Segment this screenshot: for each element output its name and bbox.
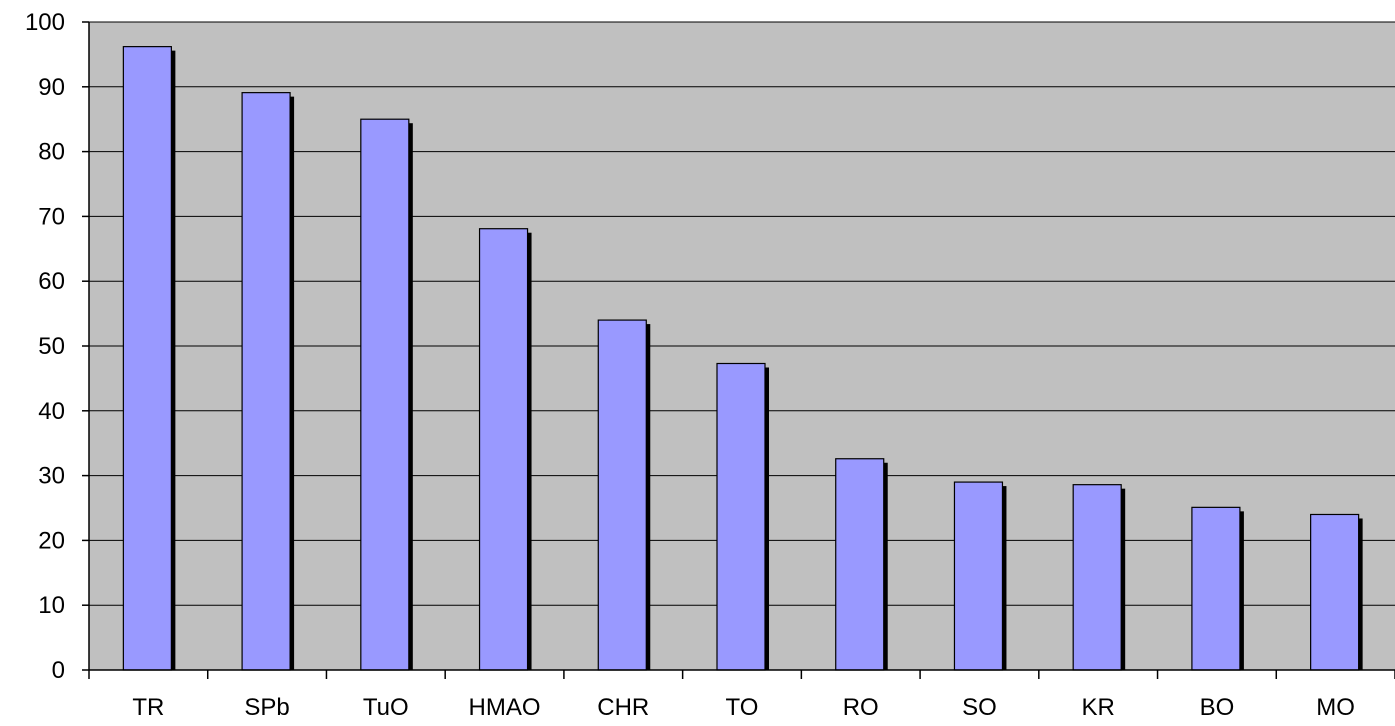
bar-chr [597, 319, 647, 671]
bars [122, 46, 1363, 671]
bar-tr [122, 46, 172, 671]
x-tick-label: BO [1200, 694, 1235, 721]
y-tick-label: 50 [38, 333, 65, 360]
y-tick-label: 100 [25, 9, 65, 36]
bar-ro [835, 458, 885, 671]
x-tick-label: SPb [244, 694, 289, 721]
x-tick-label: MO [1316, 694, 1355, 721]
y-tick-label: 10 [38, 592, 65, 619]
axes [82, 21, 1395, 679]
y-axis-tick-labels: 0 10 20 30 40 50 60 70 80 90 100 [25, 9, 65, 684]
x-tick-label: TO [726, 694, 759, 721]
y-tick-label: 90 [38, 74, 65, 101]
bar-kr [1072, 484, 1122, 671]
x-tick-label: TR [132, 694, 164, 721]
bar-hmao [478, 228, 529, 671]
y-tick-label: 40 [38, 398, 65, 425]
x-axis-tick-labels: TR SPb TuO HMAO CHR TO RO SO KR BO MO [132, 694, 1355, 721]
y-tick-label: 70 [38, 203, 65, 230]
bar-so [953, 481, 1004, 671]
x-tick-label: HMAO [469, 694, 541, 721]
y-tick-label: 80 [38, 139, 65, 166]
bar-bo [1191, 506, 1241, 671]
x-tick-label: TuO [363, 694, 409, 721]
y-tick-label: 0 [52, 657, 65, 684]
x-tick-label: SO [962, 694, 997, 721]
bar-spb [241, 92, 291, 671]
y-tick-label: 30 [38, 463, 65, 490]
bar-to [716, 362, 766, 671]
x-tick-label: RO [843, 694, 879, 721]
bar-tuo [360, 118, 410, 671]
x-tick-label: KR [1082, 694, 1115, 721]
x-tick-label: CHR [597, 694, 649, 721]
y-tick-label: 60 [38, 268, 65, 295]
y-tick-label: 20 [38, 527, 65, 554]
bar-mo [1310, 513, 1360, 671]
